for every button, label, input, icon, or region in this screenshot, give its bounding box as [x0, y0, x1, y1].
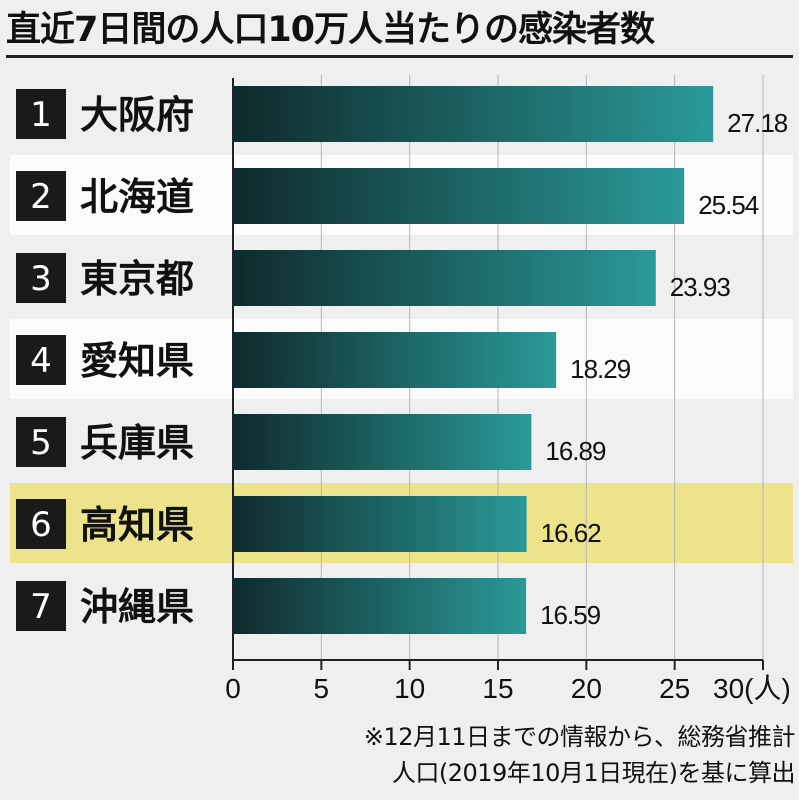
title-underline: [6, 55, 793, 58]
chart-rows: 1 大阪府 27.18 2 北海道 25.54 3 東京都 23.93 4 愛知県 18.29 5 兵庫県…: [16, 86, 789, 634]
rank-badge: [16, 335, 66, 385]
rank-number: 7: [30, 587, 52, 627]
x-tick-label: 0: [225, 673, 241, 704]
x-tick-label: 25: [659, 673, 690, 704]
bar: [233, 578, 527, 634]
x-tick-label: 5: [314, 673, 330, 704]
rank-badge: [16, 417, 66, 467]
value-label: 16.89: [545, 436, 606, 466]
category-label: 愛知県: [80, 339, 194, 383]
x-tick-label: 15: [482, 673, 513, 704]
rank-badge: [16, 253, 66, 303]
bar: [233, 496, 527, 552]
footnote-line-1: ※12月11日までの情報から、総務省推計: [363, 723, 796, 751]
value-label: 23.93: [670, 272, 731, 302]
category-label: 大阪府: [80, 93, 194, 137]
bar: [233, 250, 656, 306]
value-label: 25.54: [698, 190, 759, 220]
category-label: 沖縄県: [80, 585, 194, 629]
bar: [233, 332, 557, 388]
footnote-line-2: 人口(2019年10月1日現在)を基に算出: [391, 759, 796, 787]
rank-number: 5: [30, 423, 52, 463]
rank-badge: [16, 89, 66, 139]
rank-badge: [16, 499, 66, 549]
value-label: 18.29: [570, 354, 631, 384]
x-tick-label: 10: [394, 673, 425, 704]
x-axis: 0 5 10 15 20 25 30(人): [225, 78, 791, 704]
rank-number: 3: [30, 259, 52, 299]
bar: [233, 168, 685, 224]
value-label: 27.18: [727, 108, 788, 138]
chart-title: 直近7日間の人口10万人当たりの感染者数: [6, 10, 655, 50]
rank-number: 4: [30, 341, 52, 381]
bar-chart: 1 大阪府 27.18 2 北海道 25.54 3 東京都 23.93 4 愛知県 18.29 5 兵庫県…: [10, 75, 793, 704]
rank-badge: [16, 581, 66, 631]
category-label: 兵庫県: [80, 421, 194, 465]
x-tick-label: 20: [571, 673, 602, 704]
x-tick-label: 30(人): [713, 673, 791, 704]
category-label: 東京都: [80, 257, 194, 301]
rank-number: 2: [30, 177, 52, 217]
bar: [233, 414, 532, 470]
bar: [233, 86, 714, 142]
rank-badge: [16, 171, 66, 221]
rank-number: 1: [30, 95, 52, 135]
value-label: 16.62: [541, 518, 602, 548]
value-label: 16.59: [540, 600, 601, 630]
category-label: 北海道: [80, 175, 194, 219]
rank-number: 6: [30, 505, 52, 545]
category-label: 高知県: [80, 503, 194, 547]
